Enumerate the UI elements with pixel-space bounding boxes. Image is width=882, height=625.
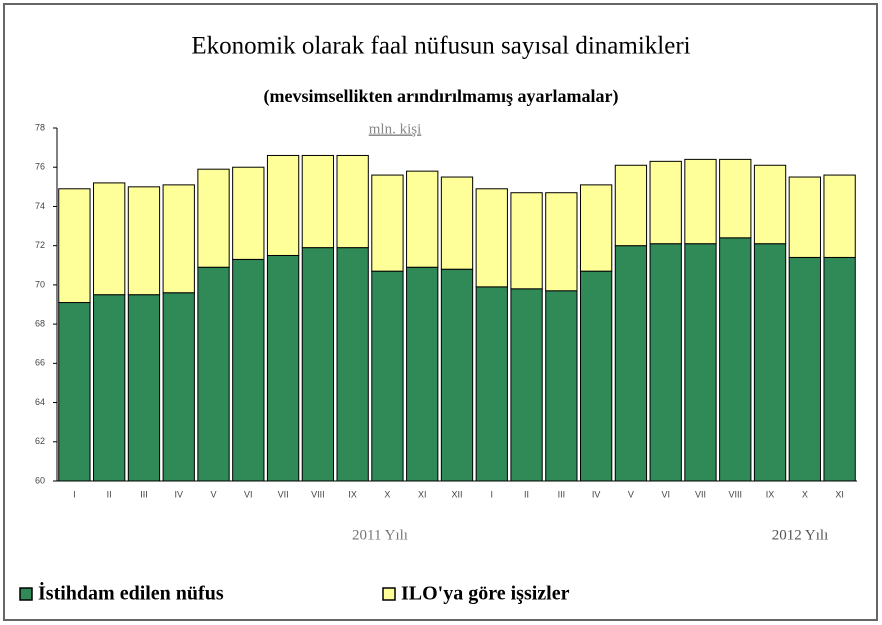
bar-segment: [510, 192, 543, 290]
group-label: 2012 Yılı: [772, 527, 829, 543]
bar-segment: [823, 256, 856, 482]
y-tick-label: 74: [35, 201, 45, 211]
bar-segment: [788, 256, 821, 482]
bar-segment: [266, 254, 300, 482]
x-tick-label: IX: [348, 489, 357, 499]
x-tick-label: VIII: [311, 489, 325, 499]
bar-segment: [649, 160, 682, 245]
chart-subtitle: (mevsimsellikten arındırılmamış ayarlama…: [264, 86, 619, 107]
x-tick-label: X: [802, 489, 808, 499]
x-tick-label: IX: [766, 489, 775, 499]
bar-segment: [197, 266, 230, 482]
bar-segment: [232, 258, 265, 482]
x-tick-label: I: [491, 489, 494, 499]
y-tick-label: 78: [35, 122, 45, 132]
bar-segment: [475, 286, 508, 482]
bar-segment: [162, 184, 195, 294]
bar-segment: [475, 188, 508, 288]
x-tick-label: IV: [592, 489, 601, 499]
x-tick-label: II: [524, 489, 529, 499]
bar-segment: [440, 176, 474, 270]
legend-swatch: [19, 587, 33, 601]
bar-segment: [266, 154, 300, 256]
y-tick-label: 62: [35, 436, 45, 446]
y-tick-label: 66: [35, 358, 45, 368]
x-tick-label: III: [140, 489, 148, 499]
bar-segment: [93, 294, 126, 482]
bar-segment: [545, 192, 578, 292]
x-tick-label: XI: [835, 489, 844, 499]
bar-segment: [684, 243, 717, 482]
bar-segment: [127, 294, 161, 482]
bar-segment: [719, 158, 752, 239]
bar-segment: [579, 184, 613, 272]
bar-segment: [336, 247, 369, 482]
bar-segment: [614, 245, 648, 482]
bar-segment: [649, 243, 682, 482]
x-tick-label: I: [73, 489, 76, 499]
bar-segment: [545, 290, 578, 482]
x-tick-label: VI: [661, 489, 670, 499]
y-tick-label: 70: [35, 279, 45, 289]
x-tick-label: XII: [451, 489, 462, 499]
y-tick-label: 72: [35, 240, 45, 250]
bar-segment: [371, 174, 404, 272]
bar-segment: [406, 170, 439, 268]
bar-segment: [371, 270, 404, 482]
x-tick-label: IV: [174, 489, 183, 499]
bar-segment: [719, 237, 752, 482]
bar-segment: [440, 268, 474, 482]
x-tick-label: V: [628, 489, 634, 499]
bar-segment: [753, 243, 787, 482]
x-tick-label: III: [558, 489, 566, 499]
bar-segment: [684, 158, 717, 245]
legend-label: ILO'ya göre işsizler: [401, 583, 570, 605]
bar-segment: [232, 166, 265, 260]
bar-segment: [301, 154, 335, 249]
bar-segment: [788, 176, 821, 258]
bar-segment: [127, 186, 161, 296]
bar-segment: [58, 302, 91, 482]
y-tick-label: 64: [35, 397, 45, 407]
x-tick-label: VII: [695, 489, 706, 499]
y-tick-label: 60: [35, 475, 45, 485]
legend-label: İstihdam edilen nüfus: [38, 581, 224, 605]
legend-swatch: [382, 587, 396, 601]
y-tick-label: 68: [35, 318, 45, 328]
bar-segment: [406, 266, 439, 482]
x-tick-label: V: [211, 489, 217, 499]
x-tick-label: XI: [418, 489, 427, 499]
y-tick-label: 76: [35, 162, 45, 172]
group-label: 2011 Yılı: [352, 527, 408, 543]
chart-title: Ekonomik olarak faal nüfusun sayısal din…: [191, 33, 690, 60]
x-tick-label: VI: [244, 489, 253, 499]
bar-segment: [93, 182, 126, 296]
y-axis-label: mln. kişi: [369, 121, 422, 137]
bar-segment: [197, 168, 230, 268]
bar-segment: [823, 174, 856, 258]
x-tick-label: X: [384, 489, 390, 499]
bar-segment: [162, 292, 195, 482]
x-tick-label: VII: [278, 489, 289, 499]
bar-segment: [579, 270, 613, 482]
bar-segment: [301, 247, 335, 482]
bar-segment: [614, 164, 648, 247]
bar-segment: [510, 288, 543, 482]
bar-segment: [58, 188, 91, 304]
bar-segment: [753, 164, 787, 245]
x-tick-label: VIII: [729, 489, 743, 499]
bar-segment: [336, 154, 369, 249]
x-tick-label: II: [107, 489, 112, 499]
